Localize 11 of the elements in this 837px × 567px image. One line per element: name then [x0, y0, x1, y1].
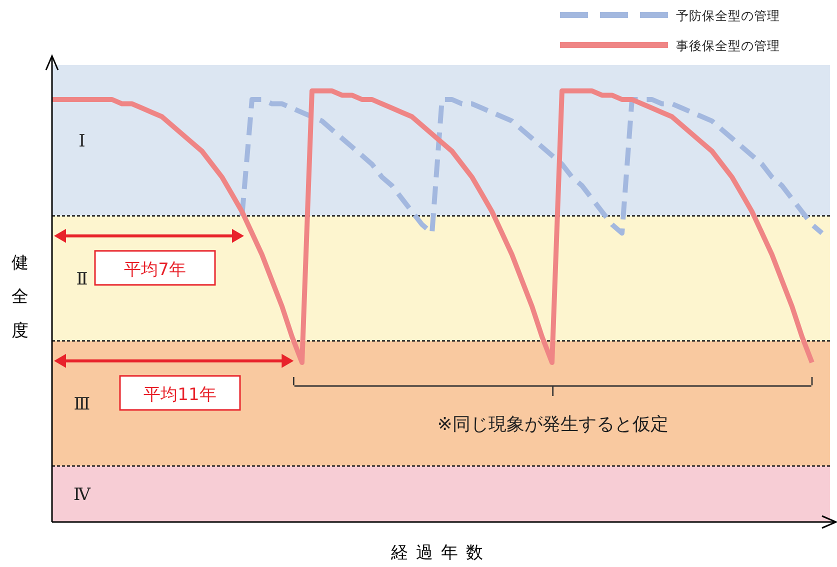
band-label: Ⅳ [74, 484, 92, 505]
annotation: 平均7年 [124, 260, 186, 280]
annotation: 平均11年 [144, 384, 216, 405]
annotation: ※同じ現象が発生すると仮定 [437, 414, 668, 435]
band-label: Ⅰ [78, 131, 86, 152]
legend-label: 事後保全型の管理 [676, 38, 780, 53]
y-axis-title: 健全度 [12, 253, 28, 341]
x-axis-title: 経過年数 [390, 543, 491, 563]
band-label: Ⅲ [74, 394, 90, 414]
band-label: Ⅱ [76, 269, 88, 290]
legend-label: 予防保全型の管理 [676, 8, 780, 23]
